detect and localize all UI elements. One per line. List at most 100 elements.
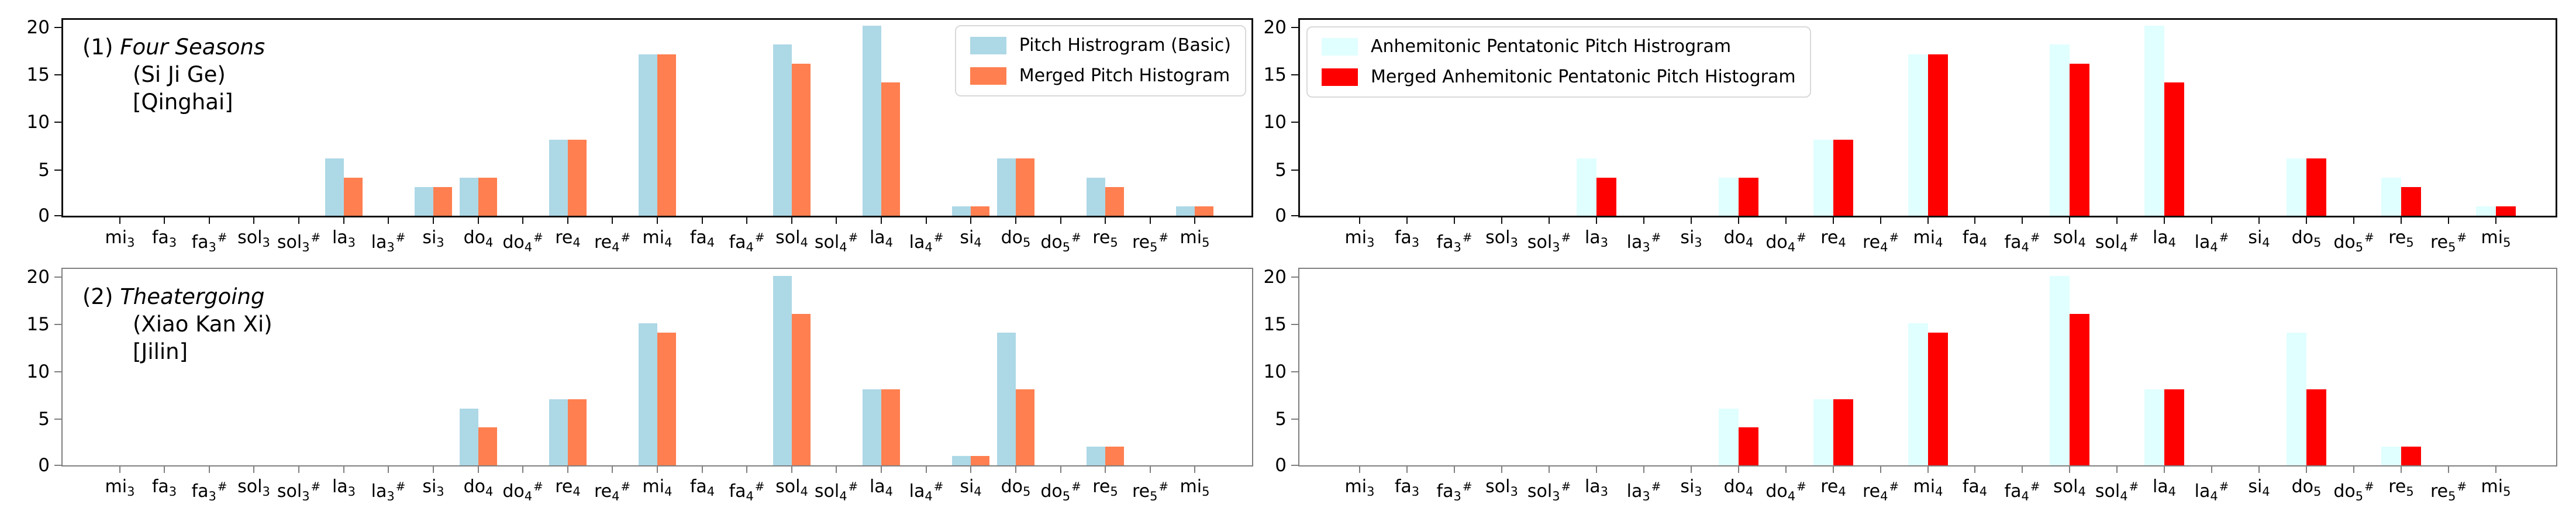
- note-name: la: [869, 227, 885, 248]
- y-axis-tick: [1291, 465, 1298, 466]
- x-axis-tick-label: do4#: [1739, 474, 1833, 503]
- bar-sol4-series2: [792, 64, 811, 216]
- x-axis-tick: [1060, 466, 1061, 473]
- note-octave: 4: [974, 484, 982, 499]
- note-sharp: #: [933, 480, 944, 493]
- note-octave: 5: [1023, 484, 1031, 499]
- note-octave: 3: [208, 240, 216, 254]
- note-octave: 4: [2210, 240, 2218, 254]
- note-name: si: [422, 476, 437, 497]
- y-axis-tick: [1291, 324, 1298, 325]
- x-axis-tick: [612, 217, 613, 224]
- note-name: do: [2291, 476, 2314, 497]
- y-axis-tick-label: 0: [1275, 455, 1287, 476]
- note-octave: 4: [524, 240, 533, 254]
- note-name: sol: [2095, 231, 2120, 253]
- x-axis-tick: [1833, 217, 1834, 224]
- note-octave: 3: [1453, 240, 1461, 254]
- x-axis-tick-label: do5: [2260, 224, 2353, 251]
- note-sharp: #: [311, 480, 321, 493]
- x-axis-tick: [567, 217, 568, 224]
- note-name: fa: [1962, 227, 1980, 248]
- chart-title-song-name: Four Seasons: [120, 34, 265, 60]
- note-sharp: #: [217, 231, 227, 244]
- x-axis-tick: [1785, 217, 1787, 224]
- note-name: fa: [1394, 476, 1412, 497]
- note-name: re: [1862, 231, 1881, 253]
- note-name: do: [463, 476, 486, 497]
- bar-re5-series1: [2381, 178, 2401, 216]
- x-axis-tick-label: fa4#: [1975, 474, 2069, 503]
- note-name: re: [555, 227, 573, 248]
- x-axis-tick-label: re5: [2354, 474, 2448, 500]
- y-axis-tick-label: 20: [26, 267, 50, 288]
- x-axis-tick-label: fa3#: [163, 474, 256, 503]
- bar-re4-series1: [549, 399, 568, 465]
- note-octave: 4: [1746, 235, 1754, 250]
- x-axis-tick: [2164, 217, 2165, 224]
- x-axis-tick: [2211, 466, 2212, 473]
- y-axis-tick-label: 0: [38, 455, 50, 476]
- x-axis-tick: [836, 466, 837, 473]
- x-axis-tick: [970, 217, 971, 224]
- x-axis-tick-label: sol4#: [2070, 224, 2164, 254]
- x-axis-tick-label: la3#: [342, 474, 435, 503]
- x-axis-tick: [2069, 217, 2070, 224]
- note-name: sol: [277, 481, 302, 502]
- note-name: do: [1001, 476, 1023, 497]
- note-sharp: #: [848, 480, 858, 493]
- x-axis-tick: [1643, 466, 1644, 473]
- note-name: si: [1680, 227, 1695, 248]
- bar-re5-series2: [2401, 187, 2421, 216]
- x-axis-tick: [1150, 217, 1151, 224]
- note-name: si: [2248, 476, 2263, 497]
- x-axis-tick: [1454, 466, 1455, 473]
- bar-re4-series1: [549, 140, 568, 216]
- x-axis-tick: [1015, 466, 1016, 473]
- note-octave: 5: [2503, 235, 2511, 250]
- note-name: mi: [1344, 476, 1367, 497]
- bar-si3-series2: [433, 187, 452, 216]
- legend-entry: Merged Anhemitonic Pentatonic Pitch Hist…: [1322, 67, 1796, 87]
- x-axis-tick: [1596, 466, 1597, 473]
- bar-re5-series1: [1087, 178, 1105, 216]
- note-sharp: #: [933, 231, 944, 244]
- chart-title-line2: (Si Ji Ge): [133, 62, 226, 87]
- note-sharp: #: [395, 480, 406, 493]
- x-axis-tick-label: mi5: [2449, 474, 2543, 500]
- bar-la3-series1: [325, 158, 344, 216]
- x-axis-tick: [567, 466, 568, 473]
- x-axis-tick: [1549, 466, 1550, 473]
- note-octave: 3: [1411, 235, 1420, 250]
- legend-color-swatch: [1322, 38, 1358, 56]
- bar-do5-series2: [2306, 158, 2326, 216]
- note-name: mi: [2481, 227, 2503, 248]
- x-axis-tick-label: do5: [2260, 474, 2353, 500]
- x-axis-tick-label: mi4: [611, 474, 704, 500]
- note-name: re: [2388, 227, 2406, 248]
- x-axis-tick-label: fa3#: [1408, 474, 1501, 503]
- note-sharp: #: [2364, 480, 2374, 493]
- note-name: re: [1820, 227, 1839, 248]
- y-axis-tick-label: 10: [1263, 112, 1287, 133]
- plot-area: [1298, 18, 2557, 217]
- note-name: re: [555, 476, 573, 497]
- note-octave: 4: [573, 484, 581, 499]
- chart-title-line2: (Xiao Kan Xi): [133, 312, 273, 337]
- legend-box: Anhemitonic Pentatonic Pitch Histrogram M…: [1306, 26, 1811, 98]
- note-octave: 4: [1838, 484, 1846, 499]
- bar-re4-series2: [1833, 140, 1853, 216]
- note-octave: 4: [2210, 489, 2218, 503]
- note-octave: 3: [1600, 484, 1609, 499]
- chart-title-line1: (1) Four Seasons: [82, 33, 265, 61]
- x-axis-tick: [522, 217, 523, 224]
- note-octave: 4: [664, 484, 673, 499]
- note-octave: 3: [1552, 240, 1560, 254]
- note-sharp: #: [1651, 480, 1661, 493]
- note-sharp: #: [2364, 231, 2374, 244]
- x-axis-tick: [2401, 466, 2402, 473]
- note-sharp: #: [620, 231, 631, 244]
- bar-mi4-series2: [1928, 333, 1948, 465]
- y-axis-tick-label: 10: [26, 112, 50, 133]
- x-axis-tick: [298, 466, 299, 473]
